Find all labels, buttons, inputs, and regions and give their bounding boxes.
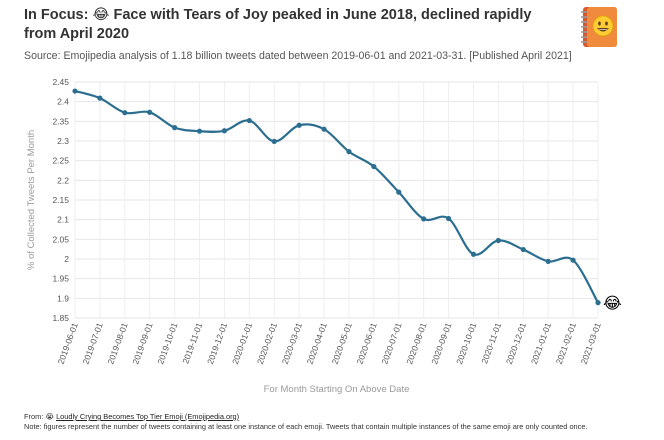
x-tick-label: 2019-10-01	[155, 321, 179, 366]
data-point[interactable]	[321, 126, 327, 132]
x-tick-label: 2020-01-01	[230, 321, 254, 366]
y-tick-label: 1.95	[52, 274, 69, 284]
chart-gridlines	[74, 81, 599, 319]
x-tick-label: 2021-03-01	[579, 321, 603, 366]
data-point[interactable]	[271, 138, 277, 144]
footer-source-link[interactable]: Loudly Crying Becomes Top Tier Emoji (Em…	[56, 412, 240, 421]
y-tick-label: 2.2	[57, 175, 69, 185]
data-point[interactable]	[172, 125, 178, 131]
x-tick-label: 2020-11-01	[479, 321, 503, 365]
data-point[interactable]	[72, 88, 78, 94]
x-tick-label: 2019-06-01	[56, 321, 80, 366]
data-point[interactable]	[396, 189, 402, 195]
x-tick-label: 2020-03-01	[280, 321, 304, 366]
x-tick-label: 2019-08-01	[105, 321, 129, 366]
y-axis-label: % of Collected Tweets Per Month	[26, 130, 37, 270]
x-tick-label: 2020-12-01	[504, 321, 528, 366]
data-point[interactable]	[545, 258, 551, 264]
data-point[interactable]	[346, 149, 352, 155]
data-point[interactable]	[371, 163, 377, 170]
x-tick-label: 2019-09-01	[130, 321, 154, 366]
x-axis-label: For Month Starting On Above Date	[264, 384, 410, 395]
data-point[interactable]	[520, 246, 526, 253]
x-tick-label: 2020-05-01	[330, 321, 354, 366]
line-chart: 1.85 1.9 1.95 2 2.05 2.1 2.15 2.2 2.25 2.3 2.35 2.4…	[26, 77, 622, 395]
y-tick-label: 2.15	[52, 195, 69, 205]
title-prefix: In Focus:	[24, 7, 93, 23]
x-tick-label: 2019-07-01	[81, 321, 105, 366]
data-point[interactable]	[196, 128, 203, 134]
x-tick-label: 2020-10-01	[454, 321, 478, 366]
x-axis-ticks: 2019-06-01 2019-07-01 2019-08-01 2019-09-01…	[56, 321, 603, 366]
y-tick-label: 2.1	[57, 215, 69, 225]
y-tick-label: 2.25	[52, 156, 69, 166]
x-tick-label: 2020-02-01	[255, 321, 279, 366]
x-tick-label: 2019-12-01	[205, 321, 229, 366]
data-point[interactable]	[595, 300, 601, 306]
x-tick-label: 2020-08-01	[404, 321, 428, 366]
data-point[interactable]	[221, 128, 228, 134]
x-tick-label: 2020-06-01	[354, 321, 378, 366]
loudly-crying-face-icon: 😭	[45, 412, 54, 421]
data-point[interactable]	[296, 122, 302, 128]
y-tick-label: 2.4	[57, 97, 69, 107]
data-point[interactable]	[122, 110, 128, 116]
data-point[interactable]	[570, 257, 576, 263]
chart-footer: From: 😭 Loudly Crying Becomes Top Tier E…	[24, 412, 654, 432]
face-with-tears-of-joy-icon: 😂	[92, 7, 110, 23]
data-point[interactable]	[445, 215, 452, 222]
data-point[interactable]	[421, 216, 427, 222]
footer-source-line: From: 😭 Loudly Crying Becomes Top Tier E…	[24, 412, 654, 422]
x-tick-label: 2020-07-01	[379, 321, 403, 366]
chart-title: In Focus: 😂 Face with Tears of Joy peake…	[24, 6, 564, 44]
y-tick-label: 1.9	[57, 293, 69, 303]
title-text: Face with Tears of Joy peaked in June 20…	[24, 7, 532, 42]
y-tick-label: 2.05	[52, 234, 69, 244]
data-point[interactable]	[97, 95, 103, 101]
data-point[interactable]	[495, 237, 501, 244]
chart-subtitle: Source: Emojipedia analysis of 1.18 bill…	[24, 50, 572, 62]
x-tick-label: 2021-02-01	[554, 321, 578, 366]
y-tick-label: 2.3	[57, 136, 69, 146]
data-point[interactable]	[246, 117, 252, 124]
y-tick-label: 2.35	[52, 116, 69, 126]
data-point[interactable]	[470, 251, 477, 257]
x-tick-label: 2020-04-01	[305, 321, 329, 366]
y-axis-ticks: 1.85 1.9 1.95 2 2.05 2.1 2.15 2.2 2.25 2.3 2.35 2.4…	[52, 77, 69, 323]
series-line	[74, 89, 599, 304]
data-point[interactable]	[147, 109, 153, 115]
x-tick-label: 2021-01-01	[529, 321, 553, 366]
y-tick-label: 1.85	[52, 313, 69, 323]
x-tick-label: 2020-09-01	[429, 321, 453, 366]
footer-from-label: From:	[24, 412, 46, 421]
emojipedia-book-logo-icon[interactable]	[577, 4, 621, 50]
footer-note: Note: figures represent the number of tw…	[24, 422, 588, 431]
series-points: 😂	[72, 88, 622, 313]
face-with-tears-of-joy-marker-icon: 😂	[603, 294, 622, 313]
y-tick-label: 2.45	[52, 77, 69, 87]
x-tick-label: 2019-11-01	[180, 321, 204, 365]
y-tick-label: 2	[64, 254, 69, 264]
